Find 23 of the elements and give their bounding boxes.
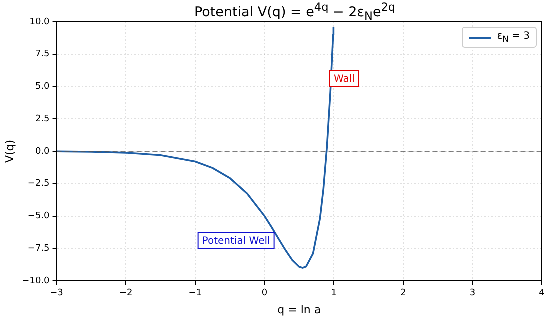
x-tick-label: −3 (50, 288, 64, 299)
x-tick-label: 2 (400, 288, 406, 299)
y-tick-label: 2.5 (35, 114, 50, 124)
y-tick-label: −2.5 (28, 179, 50, 190)
annotation: Wall (334, 74, 355, 86)
x-tick-label: 0 (262, 288, 268, 299)
y-axis-title: V(q) (3, 140, 16, 164)
x-tick-label: −1 (188, 288, 202, 299)
y-tick-label: 7.5 (35, 50, 50, 60)
legend-label: ε$_{N}$ = 3 (497, 31, 530, 44)
y-tick-label: −7.5 (28, 244, 50, 254)
y-tick-label: −10.0 (22, 276, 50, 286)
chart-title: Potential V(q) = e$^{4q}$ − 2ε$_{N}$e$^{2q}$ (194, 1, 396, 24)
x-axis-title: q = ln a (278, 303, 322, 316)
annotation: Potential Well (202, 236, 270, 247)
x-tick-label: 4 (539, 288, 546, 299)
x-tick-label: 1 (331, 288, 337, 299)
y-tick-label: 0.0 (35, 146, 50, 157)
y-tick-label: 5.0 (35, 82, 50, 92)
y-tick-label: 10.0 (30, 17, 50, 28)
y-tick-label: −5.0 (28, 212, 50, 222)
x-tick-label: −2 (119, 288, 133, 299)
x-tick-label: 3 (470, 288, 476, 299)
